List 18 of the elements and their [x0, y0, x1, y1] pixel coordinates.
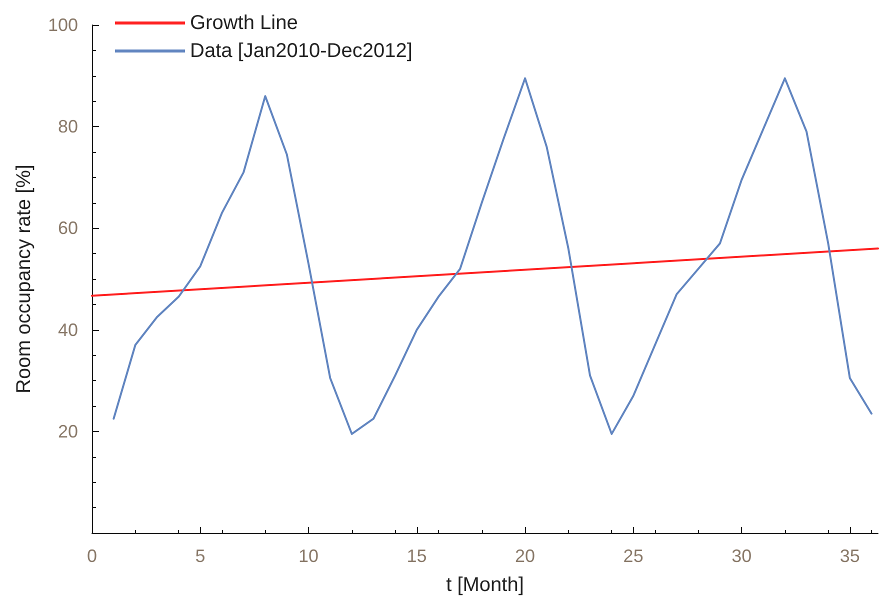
y-tick-label: 40 [58, 320, 78, 340]
x-tick-label: 15 [406, 546, 427, 566]
y-tick-label: 60 [58, 218, 78, 238]
x-axis-title: t [Month] [446, 574, 524, 596]
x-tick-label: 30 [732, 546, 752, 566]
y-axis-title: Room occupancy rate [%] [13, 164, 35, 394]
y-tick-label: 80 [58, 116, 78, 137]
x-tick-label: 5 [195, 546, 206, 566]
y-tick-label: 100 [48, 15, 78, 35]
x-tick-label: 20 [515, 546, 536, 566]
y-tick-label: 20 [58, 421, 78, 442]
legend-label: Data [Jan2010-Dec2012] [190, 40, 412, 62]
x-tick-label: 10 [298, 546, 319, 566]
legend-label: Growth Line [190, 12, 298, 34]
x-tick-label: 0 [86, 546, 98, 566]
x-tick-label: 35 [840, 546, 860, 566]
line-series [112, 77, 873, 435]
x-tick-label: 25 [623, 546, 644, 566]
